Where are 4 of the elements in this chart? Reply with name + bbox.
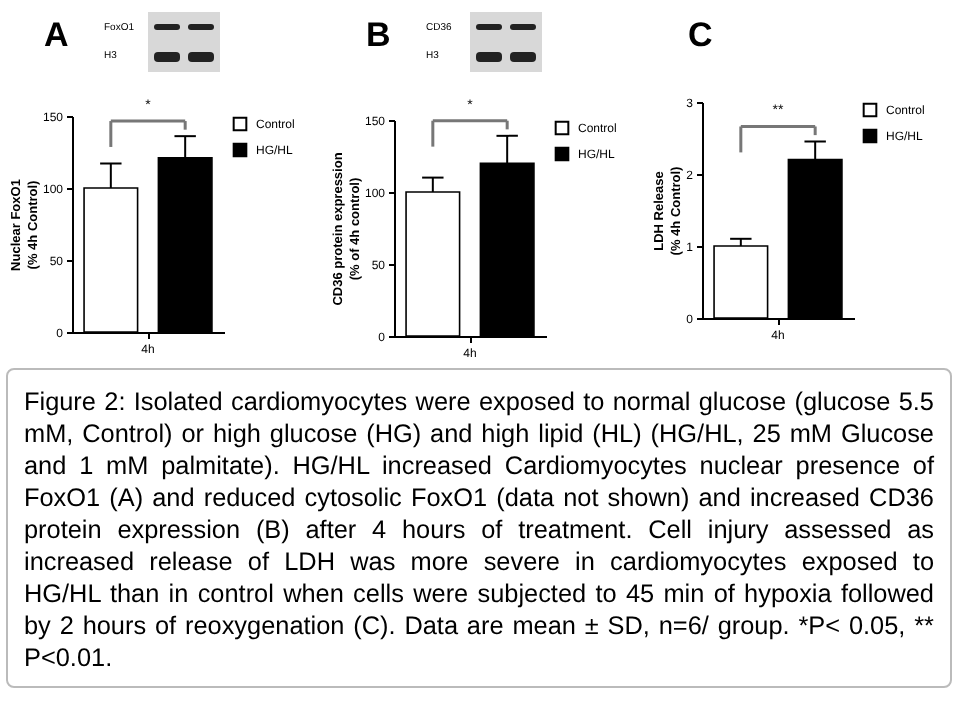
chart-title: B	[366, 16, 391, 56]
chart-title: C	[688, 16, 713, 56]
chart-title: A	[44, 16, 69, 56]
text: Figure 2: Isolated cardiomyocytes were exposed to normal glucose (glucose 5.5 mM, Control) or high glucose (HG) and high lipid (HL) (HG/HL, 25 mM Glucose and 1 mM palmitate). HG/HL increased Cardiomyocytes nuclear presence of FoxO1 (A) and reduced cytosolic FoxO1 (data not shown) and increased CD36 protein expression (B) after 4 hours of treatment. Cell injury assessed as increased release of LDH was more severe in cardiomyocytes exposed to HG/HL than in control when cells were subjected to 45 min of hypoxia followed by 2 hours of reoxygenation (C). Data are mean ± SD, n=6/ group. *P< 0.05, ** P<0.01.	[24, 388, 934, 672]
